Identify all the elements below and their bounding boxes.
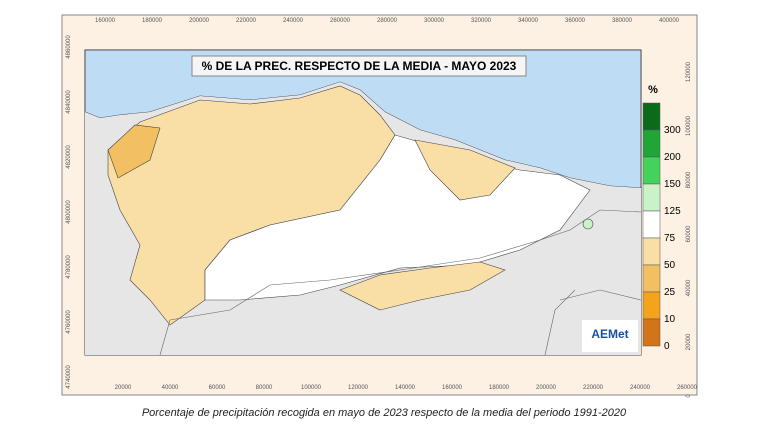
logo: AEMet — [591, 327, 628, 341]
legend-label: 0 — [664, 341, 670, 352]
top-tick-label: 320000 — [471, 18, 492, 24]
legend-label: 125 — [664, 206, 681, 217]
legend-swatch — [642, 291, 661, 320]
bottom-tick-label: 140000 — [395, 385, 416, 391]
dry-region-east — [414, 139, 516, 201]
right-tick-label: 20000 — [686, 333, 692, 350]
map-title: % DE LA PREC. RESPECTO DE LA MEDIA - MAY… — [202, 59, 517, 73]
top-tick-label: 160000 — [95, 18, 116, 24]
left-tick-label: 4840000 — [66, 90, 72, 114]
very-dry-region — [107, 124, 161, 179]
legend-swatch — [642, 183, 661, 212]
top-tick-label: 220000 — [236, 18, 257, 24]
top-tick-label: 400000 — [659, 18, 680, 24]
top-tick-label: 240000 — [283, 18, 304, 24]
left-tick-label: 4780000 — [66, 255, 72, 279]
legend-swatch — [642, 318, 661, 347]
bottom-tick-label: 260000 — [677, 385, 698, 391]
bottom-tick-label: 20000 — [115, 385, 132, 391]
logo-box — [582, 320, 638, 352]
right-tick-label: 100000 — [686, 115, 692, 136]
top-tick-label: 180000 — [142, 18, 163, 24]
legend-swatch — [642, 156, 661, 185]
legend-swatch — [642, 237, 661, 266]
top-tick-label: 300000 — [424, 18, 445, 24]
right-tick-label: 0 — [686, 394, 692, 398]
bottom-tick-label: 100000 — [301, 385, 322, 391]
top-tick-label: 260000 — [330, 18, 351, 24]
top-tick-label: 380000 — [612, 18, 633, 24]
legend-label: 50 — [664, 260, 676, 271]
bottom-tick-label: 60000 — [209, 385, 226, 391]
right-tick-label: 40000 — [686, 279, 692, 296]
legend-label: 200 — [664, 152, 681, 163]
bottom-tick-label: 200000 — [536, 385, 557, 391]
top-tick-label: 360000 — [565, 18, 586, 24]
legend-label: 75 — [664, 233, 676, 244]
wet-spot — [582, 218, 594, 230]
bottom-tick-label: 240000 — [630, 385, 651, 391]
caption: Porcentaje de precipitación recogida en … — [142, 407, 627, 419]
bottom-tick-label: 80000 — [256, 385, 273, 391]
legend-swatch — [642, 210, 661, 239]
legend-label: 300 — [664, 125, 681, 136]
legend-label: 10 — [664, 314, 676, 325]
bottom-tick-label: 40000 — [162, 385, 179, 391]
borders — [159, 209, 642, 356]
legend-swatch — [642, 129, 661, 158]
legend-label: 150 — [664, 179, 681, 190]
title-box — [191, 55, 527, 77]
left-tick-label: 4800000 — [66, 200, 72, 224]
top-tick-label: 200000 — [189, 18, 210, 24]
legend-swatch — [642, 264, 661, 293]
bottom-tick-label: 120000 — [348, 385, 369, 391]
top-tick-label: 280000 — [377, 18, 398, 24]
right-tick-label: 80000 — [686, 171, 692, 188]
left-tick-label: 4740000 — [66, 365, 72, 389]
bottom-tick-label: 220000 — [583, 385, 604, 391]
left-tick-label: 4820000 — [66, 145, 72, 169]
bottom-tick-label: 160000 — [442, 385, 463, 391]
legend-title: % — [648, 84, 658, 96]
left-tick-label: 4860000 — [66, 35, 72, 59]
right-tick-label: 120000 — [686, 61, 692, 82]
left-tick-label: 4760000 — [66, 310, 72, 334]
legend-swatch — [642, 102, 661, 131]
dry-region-south — [339, 261, 506, 311]
right-tick-label: 60000 — [686, 225, 692, 242]
legend-label: 25 — [664, 287, 676, 298]
bottom-tick-label: 180000 — [489, 385, 510, 391]
top-tick-label: 340000 — [518, 18, 539, 24]
